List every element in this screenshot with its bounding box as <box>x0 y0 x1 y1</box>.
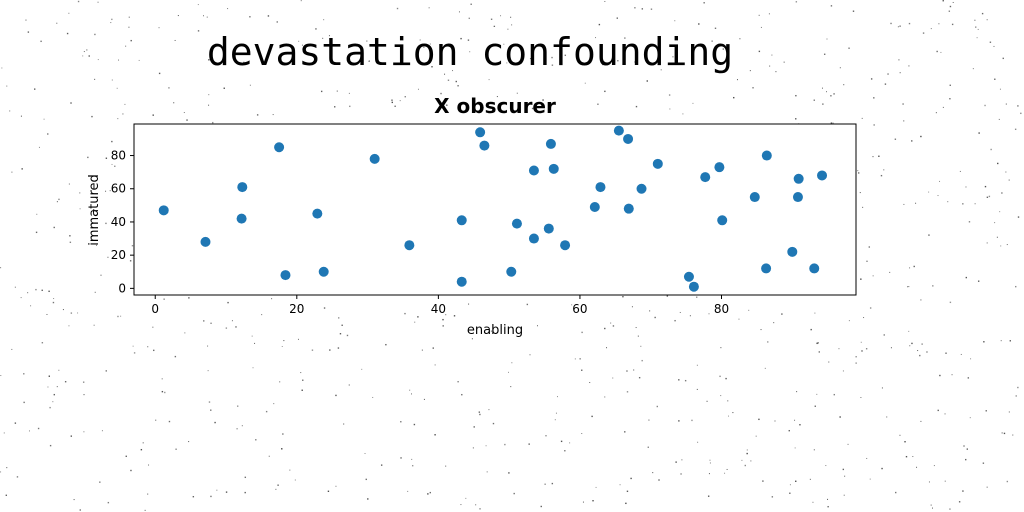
data-point <box>637 184 647 194</box>
data-point <box>595 182 605 192</box>
data-point <box>590 202 600 212</box>
data-point <box>506 267 516 277</box>
data-point <box>794 174 804 184</box>
data-point <box>689 282 699 292</box>
data-point <box>761 263 771 273</box>
data-point <box>404 240 414 250</box>
data-point <box>457 277 467 287</box>
data-point <box>684 272 694 282</box>
data-point <box>762 151 772 161</box>
data-point <box>319 267 329 277</box>
data-point <box>717 215 727 225</box>
data-point <box>653 159 663 169</box>
data-point <box>237 214 247 224</box>
x-tick-label: 0 <box>151 302 159 316</box>
data-point <box>529 234 539 244</box>
data-point <box>457 215 467 225</box>
data-point <box>750 192 760 202</box>
plot-area <box>134 124 856 295</box>
data-point <box>512 219 522 229</box>
x-tick-label: 40 <box>431 302 446 316</box>
data-point <box>274 142 284 152</box>
data-point <box>529 165 539 175</box>
data-point <box>475 127 485 137</box>
y-axis-label: immatured <box>87 174 102 246</box>
data-point <box>793 192 803 202</box>
x-axis-label: enabling <box>467 323 523 338</box>
data-point <box>817 170 827 180</box>
y-axis: 0 20 40 60 80 <box>111 149 134 296</box>
y-tick-label: 0 <box>118 281 126 295</box>
data-point <box>237 182 247 192</box>
y-tick-label: 60 <box>111 182 126 196</box>
data-point <box>312 209 322 219</box>
x-tick-label: 80 <box>714 302 729 316</box>
data-point <box>370 154 380 164</box>
x-axis: 0 20 40 60 80 <box>151 295 729 316</box>
data-point <box>700 172 710 182</box>
data-point <box>614 126 624 136</box>
data-point <box>159 205 169 215</box>
x-tick-label: 20 <box>289 302 304 316</box>
data-point <box>544 224 554 234</box>
data-point <box>787 247 797 257</box>
x-tick-label: 60 <box>572 302 587 316</box>
data-point <box>714 162 724 172</box>
y-tick-label: 80 <box>111 149 126 163</box>
data-point <box>623 134 633 144</box>
data-point <box>546 139 556 149</box>
chart-title: X obscurer <box>434 94 556 118</box>
data-point <box>200 237 210 247</box>
data-point <box>809 263 819 273</box>
data-point <box>479 141 489 151</box>
data-point <box>624 204 634 214</box>
data-point <box>280 270 290 280</box>
data-point <box>560 240 570 250</box>
y-tick-label: 20 <box>111 248 126 262</box>
y-tick-label: 40 <box>111 215 126 229</box>
data-point <box>549 164 559 174</box>
